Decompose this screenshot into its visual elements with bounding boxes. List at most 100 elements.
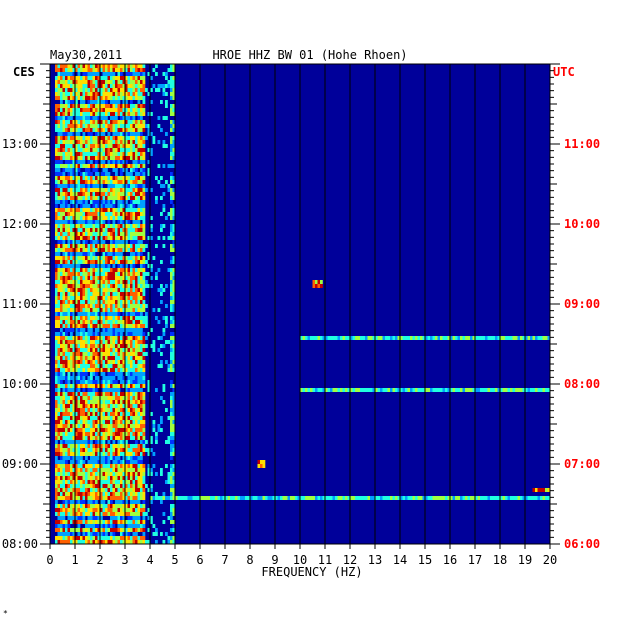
heatmap-cell bbox=[60, 376, 63, 380]
heatmap-cell bbox=[57, 472, 61, 476]
heatmap-cell bbox=[172, 536, 176, 540]
heatmap-cell bbox=[55, 536, 58, 540]
heatmap-cell bbox=[82, 108, 86, 112]
heatmap-cell bbox=[82, 412, 86, 416]
heatmap-cell bbox=[115, 304, 118, 308]
heatmap-cell bbox=[97, 416, 101, 420]
heatmap-cell bbox=[162, 116, 166, 120]
heatmap-cell bbox=[107, 288, 111, 292]
heatmap-cell bbox=[157, 308, 161, 312]
heatmap-cell bbox=[117, 444, 121, 448]
heatmap-cell bbox=[92, 292, 96, 296]
heatmap-cell bbox=[100, 308, 103, 312]
heatmap-cell bbox=[87, 324, 91, 328]
heatmap-cell bbox=[82, 352, 86, 356]
heatmap-cell bbox=[85, 380, 88, 384]
heatmap-cell bbox=[62, 164, 66, 168]
heatmap-cell bbox=[125, 212, 128, 216]
heatmap-cell bbox=[95, 468, 98, 472]
heatmap-cell bbox=[67, 412, 71, 416]
heatmap-cell bbox=[132, 312, 136, 316]
heatmap-cell bbox=[535, 496, 538, 500]
heatmap-cell bbox=[110, 324, 113, 328]
x-tick-label: 3 bbox=[121, 553, 128, 567]
heatmap-cell bbox=[105, 116, 108, 120]
heatmap-cell bbox=[345, 496, 348, 500]
heatmap-cell bbox=[107, 528, 111, 532]
heatmap-cell bbox=[70, 260, 73, 264]
heatmap-cell bbox=[72, 400, 76, 404]
heatmap-cell bbox=[67, 232, 71, 236]
heatmap-cell bbox=[167, 236, 171, 240]
heatmap-cell bbox=[87, 236, 91, 240]
heatmap-cell bbox=[142, 512, 146, 516]
heatmap-cell bbox=[125, 420, 128, 424]
heatmap-cell bbox=[77, 184, 81, 188]
heatmap-cell bbox=[95, 164, 98, 168]
heatmap-cell bbox=[87, 352, 91, 356]
heatmap-cell bbox=[55, 420, 58, 424]
heatmap-cell bbox=[127, 68, 131, 72]
heatmap-cell bbox=[97, 444, 101, 448]
heatmap-cell bbox=[127, 148, 131, 152]
heatmap-cell bbox=[57, 516, 61, 520]
heatmap-cell bbox=[100, 268, 103, 272]
heatmap-cell bbox=[55, 180, 58, 184]
heatmap-cell bbox=[55, 236, 58, 240]
heatmap-cell bbox=[117, 252, 121, 256]
heatmap-cell bbox=[375, 336, 378, 340]
heatmap-cell bbox=[485, 388, 488, 392]
heatmap-cell bbox=[360, 388, 363, 392]
heatmap-cell bbox=[85, 252, 88, 256]
heatmap-cell bbox=[55, 196, 58, 200]
heatmap-cell bbox=[60, 192, 63, 196]
heatmap-cell bbox=[127, 444, 131, 448]
heatmap-cell bbox=[105, 96, 108, 100]
heatmap-cell bbox=[62, 224, 66, 228]
heatmap-cell bbox=[67, 240, 71, 244]
heatmap-cell bbox=[170, 528, 173, 532]
heatmap-cell bbox=[115, 372, 118, 376]
heatmap-cell bbox=[77, 148, 81, 152]
heatmap-cell bbox=[445, 388, 448, 392]
heatmap-cell bbox=[120, 212, 123, 216]
heatmap-cell bbox=[97, 84, 101, 88]
heatmap-cell bbox=[125, 372, 128, 376]
heatmap-cell bbox=[100, 368, 103, 372]
heatmap-cell bbox=[90, 476, 93, 480]
heatmap-cell bbox=[135, 372, 138, 376]
heatmap-cell bbox=[102, 116, 106, 120]
heatmap-cell bbox=[90, 524, 93, 528]
heatmap-cell bbox=[325, 336, 328, 340]
heatmap-cell bbox=[102, 324, 106, 328]
heatmap-cell bbox=[65, 420, 68, 424]
heatmap-cell bbox=[80, 260, 83, 264]
heatmap-cell bbox=[122, 376, 126, 380]
heatmap-cell bbox=[142, 336, 146, 340]
heatmap-cell bbox=[107, 388, 111, 392]
heatmap-cell bbox=[157, 236, 161, 240]
heatmap-cell bbox=[122, 104, 126, 108]
heatmap-cell bbox=[55, 372, 58, 376]
heatmap-cell bbox=[65, 440, 68, 444]
heatmap-cell bbox=[77, 440, 81, 444]
heatmap-cell bbox=[147, 112, 151, 116]
heatmap-cell bbox=[152, 428, 156, 432]
heatmap-cell bbox=[95, 460, 98, 464]
heatmap-cell bbox=[157, 268, 161, 272]
heatmap-cell bbox=[95, 312, 98, 316]
heatmap-cell bbox=[107, 88, 111, 92]
heatmap-cell bbox=[67, 472, 71, 476]
heatmap-cell bbox=[105, 356, 108, 360]
heatmap-cell bbox=[97, 404, 101, 408]
heatmap-cell bbox=[150, 488, 153, 492]
heatmap-cell bbox=[427, 496, 431, 500]
heatmap-cell bbox=[170, 496, 173, 500]
heatmap-cell bbox=[120, 188, 123, 192]
heatmap-cell bbox=[87, 524, 91, 528]
heatmap-cell bbox=[127, 288, 131, 292]
heatmap-cell bbox=[110, 228, 113, 232]
heatmap-cell bbox=[97, 96, 101, 100]
heatmap-cell bbox=[117, 204, 121, 208]
heatmap-cell bbox=[140, 88, 143, 92]
